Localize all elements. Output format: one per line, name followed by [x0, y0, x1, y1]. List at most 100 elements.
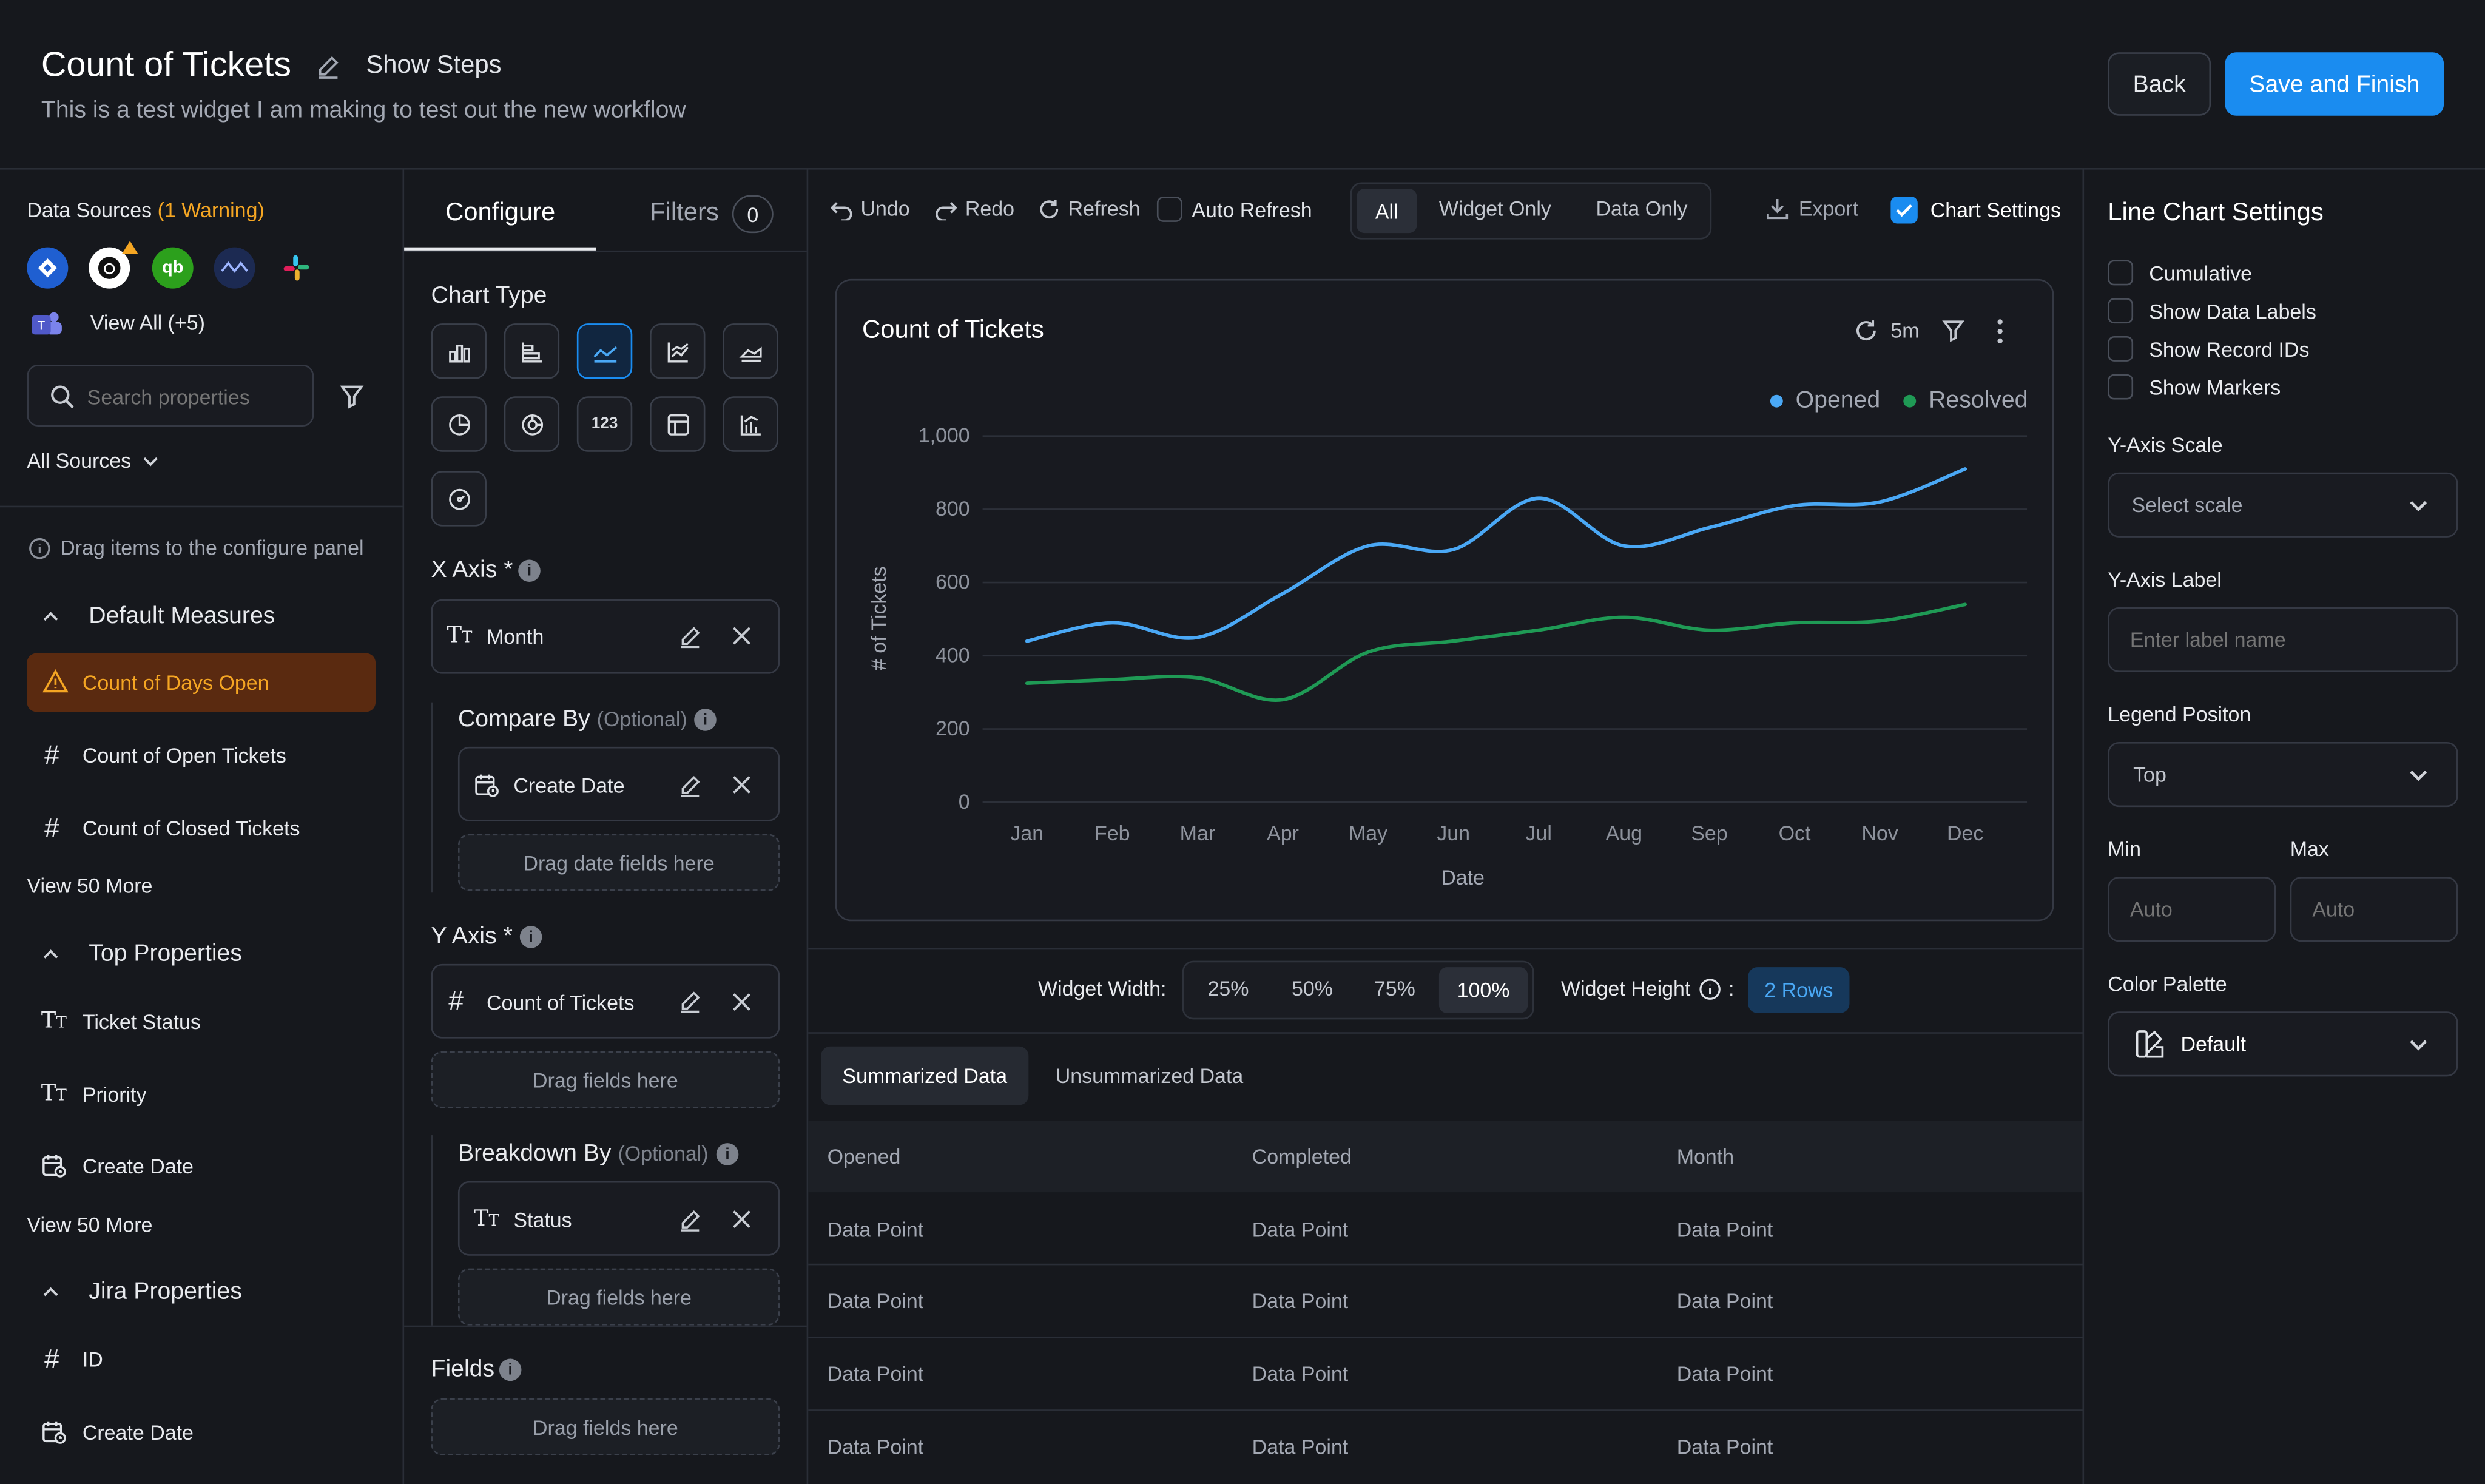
width-option-25[interactable]: 25%	[1207, 976, 1249, 1000]
x-axis-field[interactable]	[431, 599, 780, 674]
table-header-completed[interactable]: Completed	[1252, 1144, 1352, 1169]
segment-widget-only[interactable]: Widget Only	[1438, 197, 1551, 221]
chevron-up-icon[interactable]	[41, 1283, 60, 1301]
chart-type-scatter-line[interactable]	[650, 323, 706, 379]
drag-fields-dropzone[interactable]: Drag fields here	[431, 1398, 780, 1455]
refresh-button[interactable]: Refresh	[1038, 197, 1141, 220]
property-item-create-date[interactable]: Create Date	[82, 1420, 194, 1445]
edit-icon[interactable]	[678, 1208, 702, 1232]
max-input[interactable]	[2290, 877, 2458, 942]
drag-fields-dropzone[interactable]: Drag fields here	[431, 1051, 780, 1108]
property-item-id[interactable]: ID	[82, 1347, 103, 1372]
tab-unsummarized-data[interactable]: Unsummarized Data	[1055, 1064, 1244, 1088]
widget-height-select[interactable]: 2 Rows	[1748, 967, 1850, 1013]
quickbooks-icon[interactable]: qb	[152, 247, 194, 289]
breakdown-by-field[interactable]	[457, 1181, 780, 1256]
undo-button[interactable]: Undo	[830, 197, 910, 220]
segment-all[interactable]: All	[1357, 188, 1417, 234]
teams-icon[interactable]: T	[30, 308, 65, 339]
min-input[interactable]	[2108, 877, 2276, 942]
chart-type-horizontal-bar[interactable]	[504, 323, 560, 379]
chart-type-donut[interactable]	[504, 396, 560, 452]
tab-configure[interactable]: Configure	[445, 200, 556, 227]
measure-item-open-tickets[interactable]: Count of Open Tickets	[82, 743, 286, 767]
tab-filters[interactable]: Filters	[650, 200, 719, 227]
y-axis-field[interactable]	[431, 963, 780, 1039]
view-more-link[interactable]: View 50 More	[27, 873, 153, 898]
chart-type-line[interactable]	[576, 323, 633, 379]
checkbox[interactable]	[2108, 374, 2134, 400]
group-title-jira-properties[interactable]: Jira Properties	[89, 1278, 242, 1305]
y-axis-scale-select[interactable]	[2108, 472, 2458, 538]
chart-type-number[interactable]: 123	[576, 396, 633, 452]
property-item-ticket-status[interactable]: Ticket Status	[82, 1010, 201, 1034]
export-button[interactable]: Export	[1765, 197, 1858, 220]
legend-position-select[interactable]	[2108, 742, 2458, 808]
filter-icon[interactable]	[1941, 319, 1965, 342]
search-input[interactable]	[87, 380, 302, 413]
checkbox[interactable]	[2108, 336, 2134, 362]
chart-type-table[interactable]	[650, 396, 706, 452]
view-more-link[interactable]: View 50 More	[27, 1213, 153, 1237]
option-show-markers[interactable]: Show Markers	[2108, 374, 2281, 400]
drag-date-dropzone[interactable]: Drag date fields here	[457, 834, 780, 891]
chart-type-combo[interactable]	[723, 396, 778, 452]
edit-icon[interactable]	[678, 990, 702, 1013]
segment-data-only[interactable]: Data Only	[1596, 197, 1688, 221]
compare-by-value: Create Date	[513, 774, 625, 798]
y-axis-label-input[interactable]	[2108, 607, 2458, 673]
more-options-icon[interactable]	[1994, 317, 2006, 346]
measure-item-closed-tickets[interactable]: Count of Closed Tickets	[82, 816, 300, 841]
option-cumulative[interactable]: Cumulative	[2108, 260, 2252, 286]
slack-icon[interactable]	[276, 248, 317, 289]
width-option-100[interactable]: 100%	[1438, 967, 1528, 1013]
chevron-up-icon[interactable]	[41, 945, 60, 963]
color-palette-select[interactable]	[2108, 1011, 2458, 1077]
group-title-top-properties[interactable]: Top Properties	[89, 940, 242, 968]
y-tick-label: 400	[936, 644, 970, 667]
compare-by-field[interactable]	[457, 746, 780, 821]
redo-button[interactable]: Redo	[935, 197, 1014, 220]
save-and-finish-button[interactable]: Save and Finish	[2225, 52, 2444, 116]
property-item-priority[interactable]: Priority	[82, 1082, 147, 1107]
chart-type-pie[interactable]	[431, 396, 487, 452]
table-header-opened[interactable]: Opened	[827, 1144, 901, 1169]
refresh-interval[interactable]: 5m	[1890, 319, 1920, 343]
close-icon[interactable]	[732, 993, 751, 1011]
zendesk-icon[interactable]	[214, 247, 255, 289]
option-show-data-labels[interactable]: Show Data Labels	[2108, 298, 2316, 324]
filter-icon[interactable]	[339, 383, 365, 409]
chart-type-bar[interactable]	[431, 323, 487, 379]
close-icon[interactable]	[732, 775, 751, 794]
jira-icon[interactable]	[27, 247, 69, 289]
edit-icon[interactable]	[678, 625, 702, 649]
github-icon[interactable]	[89, 247, 130, 289]
edit-title-icon[interactable]	[315, 54, 341, 79]
auto-refresh-checkbox[interactable]: Auto Refresh	[1156, 197, 1312, 222]
checkbox[interactable]	[1156, 197, 1182, 222]
chart-type-gauge[interactable]	[431, 471, 487, 527]
chart-settings-toggle[interactable]: Chart Settings	[1890, 197, 2061, 224]
chart-type-area[interactable]	[723, 323, 778, 379]
measure-item-warning[interactable]	[27, 653, 376, 712]
back-button[interactable]: Back	[2108, 52, 2211, 116]
tab-summarized-data[interactable]: Summarized Data	[821, 1046, 1029, 1105]
all-sources-dropdown[interactable]: All Sources	[27, 449, 160, 473]
show-steps-link[interactable]: Show Steps	[366, 52, 502, 79]
option-show-record-ids[interactable]: Show Record IDs	[2108, 336, 2309, 362]
table-header-month[interactable]: Month	[1676, 1144, 1735, 1169]
view-all-sources-link[interactable]: View All (+5)	[90, 311, 205, 335]
group-title-default-measures[interactable]: Default Measures	[89, 602, 275, 630]
checkbox[interactable]	[2108, 298, 2134, 324]
width-option-75[interactable]: 75%	[1374, 976, 1415, 1000]
edit-icon[interactable]	[678, 774, 702, 797]
property-item-create-date[interactable]: Create Date	[82, 1154, 194, 1178]
chevron-up-icon[interactable]	[41, 607, 60, 626]
close-icon[interactable]	[732, 626, 751, 645]
drag-fields-dropzone[interactable]: Drag fields here	[457, 1268, 780, 1326]
width-option-50[interactable]: 50%	[1291, 976, 1333, 1000]
refresh-icon[interactable]	[1854, 319, 1878, 342]
checkbox-checked-icon[interactable]	[1890, 197, 1918, 224]
checkbox[interactable]	[2108, 260, 2134, 286]
close-icon[interactable]	[732, 1210, 751, 1229]
